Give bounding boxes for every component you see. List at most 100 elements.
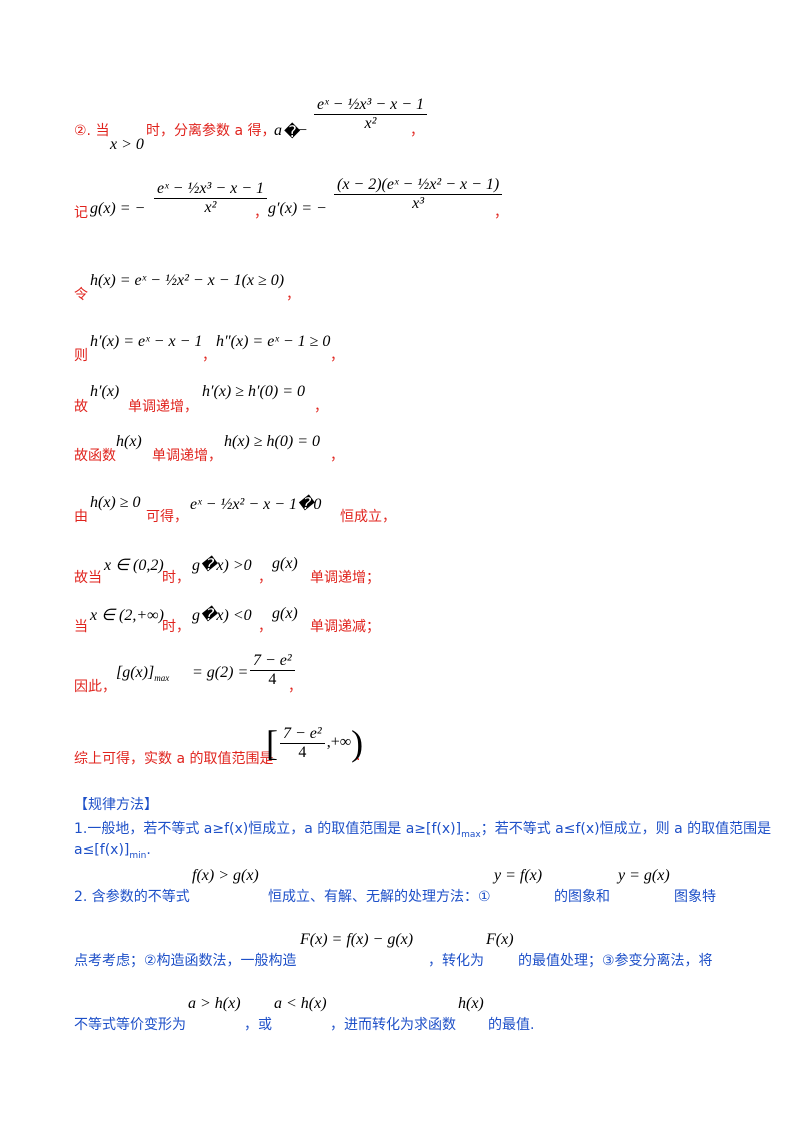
method-p3f2: F(x): [486, 931, 514, 948]
method-p1c: a≤[f(x)]: [74, 842, 130, 858]
method-p2f2: y = f(x): [494, 867, 543, 884]
line2-g-def: g(x) = −: [90, 200, 146, 217]
line1-sym: �: [284, 124, 301, 141]
line1-numerator: eˣ − ½x³ − x − 1 x²: [312, 96, 429, 133]
line8-lead: 故当: [74, 570, 102, 586]
line1-tail: ，: [410, 123, 424, 139]
line6-mid: 单调递增，: [152, 448, 222, 464]
line5-lead: 故: [74, 399, 88, 415]
line10-e2: = g(2) =: [192, 664, 249, 681]
method-p3c: 的最值处理；③参变分离法，将: [518, 953, 713, 969]
line2-gp-frac: (x − 2)(eˣ − ½x² − x − 1) x³: [332, 176, 504, 213]
line3-tail: ，: [286, 287, 300, 303]
method-p1a: 1.一般地，若不等式 a≥f(x)恒成立，a 的取值范围是 a≥[f(x)]: [74, 821, 462, 837]
method-p1d: .: [146, 842, 151, 858]
method-p1max: max: [461, 829, 481, 840]
method-p3a: 点考考虑；②构造函数法，一般构造: [74, 953, 297, 969]
line4-comma: ，: [202, 348, 216, 364]
line2-den: x²: [154, 198, 268, 217]
line5-e1: h′(x): [90, 383, 120, 400]
line1-lead: ②. 当: [74, 123, 110, 139]
line10-sub: max: [154, 673, 170, 684]
line2-frac: eˣ − ½x³ − x − 1 x²: [152, 180, 269, 217]
method-p1: 1.一般地，若不等式 a≥f(x)恒成立，a 的取值范围是 a≥[f(x)]ma…: [74, 818, 771, 840]
line10-tail: ，: [288, 679, 302, 695]
line9-e1: x ∈ (2,+∞): [90, 607, 164, 624]
line4-lead: 则: [74, 348, 88, 364]
method-p2f3: y = g(x): [618, 867, 670, 884]
method-p1min: min: [129, 850, 147, 861]
line7-lead: 由: [74, 509, 88, 525]
line9-lead: 当: [74, 619, 88, 635]
line6-e1: h(x): [116, 433, 142, 450]
line6-tail: ，: [330, 448, 344, 464]
line11-den: 4: [280, 742, 325, 762]
line2-gp-def: g′(x) = −: [268, 200, 327, 217]
line9-comma: ，: [258, 619, 272, 635]
line1-cond: x > 0: [110, 136, 144, 153]
method-p4f1: a > h(x): [188, 995, 241, 1012]
method-p4f3: h(x): [458, 995, 484, 1012]
line9-tail: 单调递减；: [310, 619, 380, 635]
line8-comma: ，: [258, 570, 272, 586]
line11-interval: [7 − e² 4 ,+∞): [266, 723, 364, 763]
line11-lead: 综上可得，实数 a 的取值范围是: [74, 751, 274, 767]
line8-tail: 单调递增；: [310, 570, 380, 586]
line2-tail: ，: [494, 205, 508, 221]
line8-mid: 时，: [162, 570, 190, 586]
method-p4f2: a < h(x): [274, 995, 327, 1012]
line1-num: eˣ − ½x³ − x − 1: [317, 96, 425, 113]
method-p4b: ，或: [244, 1017, 272, 1033]
line11-tail: .: [356, 748, 361, 764]
line2-gp-num: (x − 2)(eˣ − ½x² − x − 1): [337, 176, 500, 193]
line2-comma: ，: [254, 205, 268, 221]
method-p1-cont: a≤[f(x)]min.: [74, 842, 151, 861]
method-p2b: 恒成立、有解、无解的处理方法：①: [268, 889, 491, 905]
method-p2a: 2. 含参数的不等式: [74, 889, 190, 905]
line5-mid: 单调递增，: [128, 399, 198, 415]
line2-lead: 记: [74, 205, 88, 221]
method-p4a: 不等式等价变形为: [74, 1017, 186, 1033]
line4-tail: ，: [330, 348, 344, 364]
line1-mid: 时，分离参数 a 得，: [146, 123, 276, 139]
line1-lhs: a: [274, 122, 282, 139]
line11-rest: ,+∞: [326, 733, 352, 751]
line8-e2: g�x) >0: [192, 557, 252, 574]
line6-e2: h(x) ≥ h(0) = 0: [224, 433, 320, 450]
line2-num: eˣ − ½x³ − x − 1: [157, 180, 265, 197]
line10-frac: 7 − e² 4: [248, 652, 297, 689]
line9-e3: g(x): [272, 605, 298, 622]
line4-e1: h′(x) = eˣ − x − 1: [90, 333, 203, 350]
line7-e2: eˣ − ½x² − x − 1�0: [190, 496, 322, 513]
line4-e2: h″(x) = eˣ − 1 ≥ 0: [216, 333, 331, 350]
line10-den: 4: [250, 670, 295, 689]
line9-e2: g�x) <0: [192, 607, 252, 624]
line10-num: 7 − e²: [253, 652, 292, 669]
line10-e1: [g(x)]max: [116, 664, 169, 683]
line1-minus: −: [298, 122, 308, 139]
method-heading: 【规律方法】: [74, 797, 158, 813]
line1-den: x²: [314, 114, 428, 133]
line2-gp-den: x³: [334, 194, 503, 213]
line9-mid: 时，: [162, 619, 190, 635]
line5-tail: ，: [314, 399, 328, 415]
line6-lead: 故函数: [74, 448, 116, 464]
method-p2c: 的图象和: [554, 889, 610, 905]
line10-lead: 因此，: [74, 679, 116, 695]
method-p3b: ，转化为: [428, 953, 484, 969]
line7-mid: 可得，: [146, 509, 188, 525]
method-p4c: ，进而转化为求函数: [330, 1017, 456, 1033]
line10-bracket: [g(x)]: [116, 664, 155, 681]
method-p1b: ；若不等式 a≤f(x)恒成立，则 a 的取值范围是: [480, 821, 772, 837]
line11-num: 7 − e²: [283, 724, 322, 742]
line7-e1: h(x) ≥ 0: [90, 494, 141, 511]
method-p2f1: f(x) > g(x): [192, 867, 259, 884]
method-p4d: 的最值.: [488, 1017, 535, 1033]
line8-e3: g(x): [272, 555, 298, 572]
method-p3f1: F(x) = f(x) − g(x): [300, 931, 414, 948]
line5-e2: h′(x) ≥ h′(0) = 0: [202, 383, 305, 400]
line8-e1: x ∈ (0,2): [104, 557, 164, 574]
line3-expr: h(x) = eˣ − ½x² − x − 1(x ≥ 0): [90, 272, 285, 289]
line3-lead: 令: [74, 287, 88, 303]
line7-tail: 恒成立，: [340, 509, 396, 525]
